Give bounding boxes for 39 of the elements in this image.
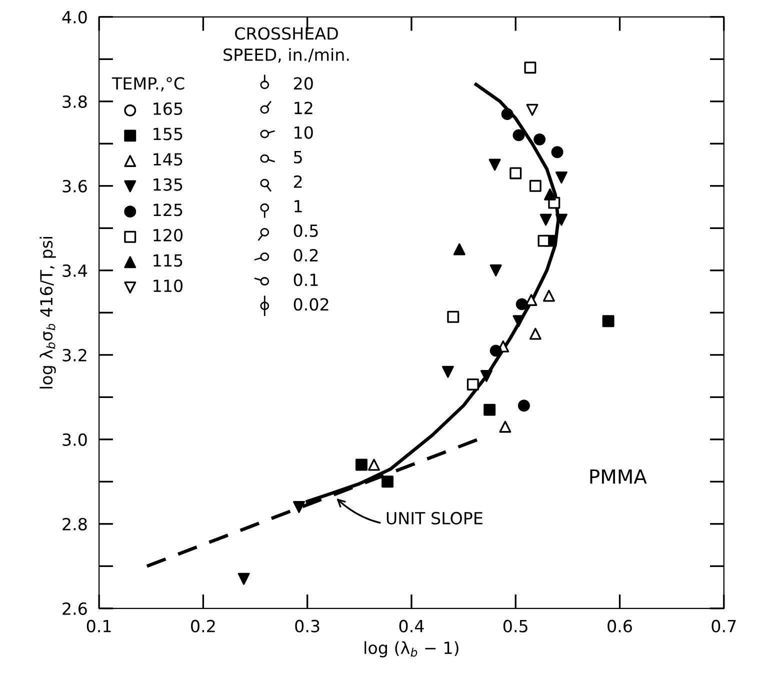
y-tick-label: 3.0 <box>62 433 87 446</box>
y-tick-label: 3.6 <box>62 180 87 192</box>
legend-label: 155 <box>154 128 182 140</box>
x-tick-label: 0.5 <box>503 620 528 632</box>
y-tick-label: 2.6 <box>62 602 87 615</box>
annotation: 0.1 <box>294 274 318 286</box>
y-tick-label: 4.0 <box>62 10 87 24</box>
annotation: 12 <box>294 102 312 114</box>
annotation: 0.5 <box>294 224 318 238</box>
y-axis-title: log λ$_{b}$σ$_{b}$ 416/T, psi <box>40 236 56 388</box>
y-tick-label: 3.8 <box>62 95 87 108</box>
x-axis-title: log (λ$_{b}$ − 1) <box>364 641 458 658</box>
legend-label: 165 <box>154 102 182 115</box>
x-tick-label: 0.6 <box>608 620 632 632</box>
annotation: 5 <box>294 151 302 164</box>
annotation: 1 <box>294 200 302 212</box>
legend-label: 125 <box>154 204 182 216</box>
annotation: 0.2 <box>294 248 318 262</box>
x-tick-label: 0.2 <box>191 620 215 632</box>
y-tick-label: 3.2 <box>62 348 86 362</box>
x-tick-label: 0.7 <box>712 620 736 632</box>
x-tick-label: 0.4 <box>399 620 424 632</box>
x-tick-label: 0.3 <box>295 620 320 632</box>
y-tick-label: 2.8 <box>62 518 87 530</box>
annotation: UNIT SLOPE <box>386 512 482 525</box>
annotation: 0.02 <box>294 298 328 311</box>
legend-title: TEMP.,°C <box>112 77 184 92</box>
annotation: 2 <box>294 175 302 188</box>
legend-label: 120 <box>154 228 182 242</box>
legend-label: 145 <box>154 153 182 166</box>
legend-label: 110 <box>154 279 182 292</box>
legend-label: 135 <box>154 178 182 191</box>
annotation: 20 <box>294 77 313 90</box>
annotation: CROSSHEAD SPEED, in./min. <box>224 27 349 63</box>
x-tick-label: 0.1 <box>86 620 111 632</box>
annotation: PMMA <box>590 469 647 484</box>
y-tick-label: 3.4 <box>62 264 88 277</box>
legend-label: 115 <box>154 254 182 267</box>
annotation: 10 <box>294 126 313 139</box>
